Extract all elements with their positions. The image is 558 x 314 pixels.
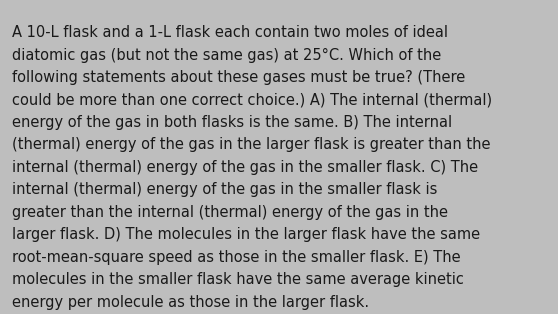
- Text: root-mean-square speed as those in the smaller flask. E) The: root-mean-square speed as those in the s…: [12, 250, 461, 265]
- Text: energy of the gas in both flasks is the same. B) The internal: energy of the gas in both flasks is the …: [12, 115, 453, 130]
- Text: could be more than one correct choice.) A) The internal (thermal): could be more than one correct choice.) …: [12, 92, 492, 107]
- Text: (thermal) energy of the gas in the larger flask is greater than the: (thermal) energy of the gas in the large…: [12, 138, 491, 152]
- Text: greater than the internal (thermal) energy of the gas in the: greater than the internal (thermal) ener…: [12, 205, 448, 220]
- Text: A 10-L flask and a 1-L flask each contain two moles of ideal: A 10-L flask and a 1-L flask each contai…: [12, 25, 448, 40]
- Text: larger flask. D) The molecules in the larger flask have the same: larger flask. D) The molecules in the la…: [12, 227, 480, 242]
- Text: internal (thermal) energy of the gas in the smaller flask is: internal (thermal) energy of the gas in …: [12, 182, 437, 197]
- Text: energy per molecule as those in the larger flask.: energy per molecule as those in the larg…: [12, 295, 369, 310]
- Text: molecules in the smaller flask have the same average kinetic: molecules in the smaller flask have the …: [12, 272, 464, 287]
- Text: internal (thermal) energy of the gas in the smaller flask. C) The: internal (thermal) energy of the gas in …: [12, 160, 478, 175]
- Text: diatomic gas (but not the same gas) at 25°C. Which of the: diatomic gas (but not the same gas) at 2…: [12, 47, 441, 62]
- Text: following statements about these gases must be true? (There: following statements about these gases m…: [12, 70, 465, 85]
